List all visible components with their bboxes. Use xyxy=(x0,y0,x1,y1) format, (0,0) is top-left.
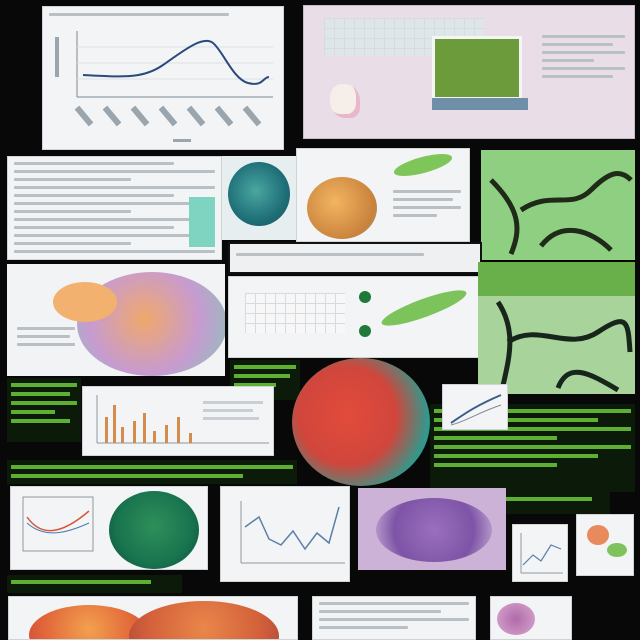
cell-micrograph-panel xyxy=(222,156,296,240)
line-plot-icon xyxy=(240,501,345,564)
small-line-plot-panel xyxy=(512,524,568,582)
purple-cell-icon xyxy=(497,603,535,635)
schematic-node-icon xyxy=(359,291,371,303)
text-document-panel xyxy=(7,156,222,260)
organ-text-lines xyxy=(387,185,467,222)
bottom-organ-panel xyxy=(8,596,298,640)
small-leaf-icon xyxy=(607,543,627,557)
schematic-figure-panel xyxy=(228,276,480,358)
vein-network-panel-top xyxy=(481,150,635,260)
screenshot-table xyxy=(324,18,484,56)
screenshot-strip xyxy=(432,98,528,110)
organ-illustration-icon xyxy=(307,177,377,239)
screenshot-side-text xyxy=(536,30,631,83)
animal-caption-lines xyxy=(11,322,81,351)
green-text-band xyxy=(500,492,610,514)
green-text-band xyxy=(7,575,182,593)
small-line-plot-icon xyxy=(450,394,502,426)
document-teal-figure xyxy=(189,197,215,247)
organ-illustration-panel xyxy=(296,148,470,242)
animal-head-icon xyxy=(53,282,117,322)
line-chart-icon xyxy=(55,31,273,142)
dark-header-band xyxy=(228,242,482,274)
schematic-plot xyxy=(245,293,345,333)
small-diagram-panel xyxy=(576,514,634,576)
chart-and-sphere-panel xyxy=(10,486,208,570)
header-text-lines xyxy=(230,244,480,256)
green-text-band xyxy=(7,460,297,484)
cell-micrograph-icon xyxy=(228,162,290,226)
leaf-diagram-icon xyxy=(391,149,455,181)
green-sphere-icon xyxy=(109,491,199,569)
bar-chart-panel xyxy=(82,386,274,456)
purple-tissue-icon xyxy=(376,498,492,562)
chart-title-lines xyxy=(43,13,283,16)
small-plot-panel xyxy=(442,384,508,430)
screenshot-green-plot xyxy=(432,36,522,100)
orange-organ-icon xyxy=(129,601,279,639)
vein-network-icon xyxy=(489,171,633,255)
vein-network-panel-bottom xyxy=(478,262,635,394)
line-chart-panel xyxy=(42,6,284,150)
small-organ-icon xyxy=(587,525,609,545)
bottom-purple-panel xyxy=(490,596,572,640)
green-text-band xyxy=(7,378,81,442)
schematic-node-icon xyxy=(359,325,371,337)
animal-illustration-panel xyxy=(7,264,225,376)
software-screenshot-panel xyxy=(303,5,635,139)
tissue-sphere-icon xyxy=(292,358,430,486)
schematic-leaf-icon xyxy=(378,284,470,332)
curve-chart-icon xyxy=(22,496,94,552)
line-plot-panel xyxy=(220,486,350,582)
bottom-table-panel xyxy=(312,596,476,640)
vein-network-icon xyxy=(495,300,633,393)
foliage-strip xyxy=(478,262,635,296)
purple-tissue-panel xyxy=(358,488,506,570)
bottom-table-lines xyxy=(313,602,475,629)
small-line-plot-icon xyxy=(520,533,563,574)
bar-chart-icon xyxy=(96,395,269,444)
cartoon-figure-icon xyxy=(330,84,360,118)
document-text-lines xyxy=(8,162,221,253)
